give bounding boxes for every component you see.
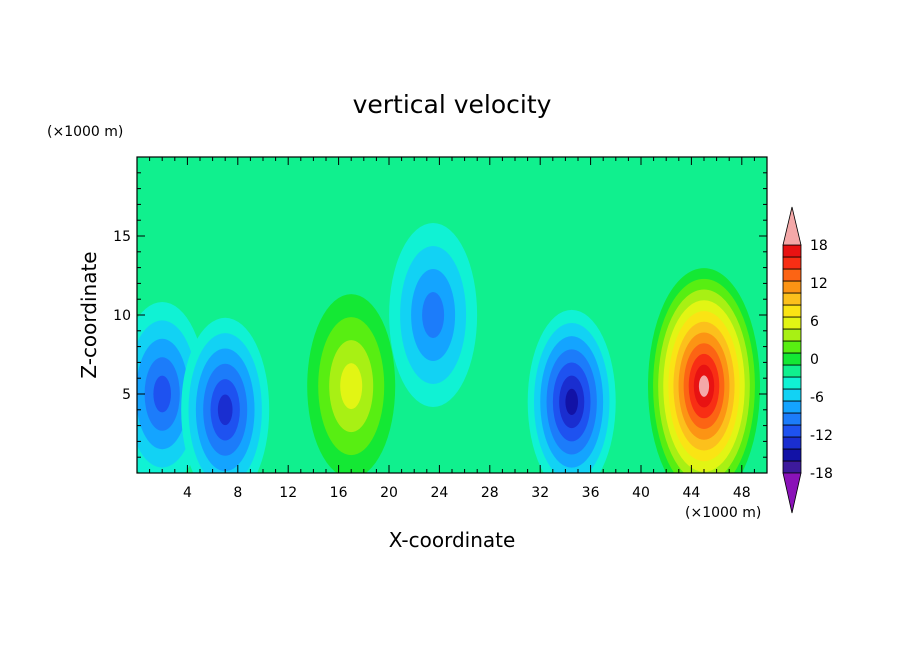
field-feature bbox=[527, 309, 616, 473]
colorbar-tick-label: 12 bbox=[810, 276, 828, 292]
velocity-field bbox=[137, 223, 760, 473]
x-tick-label: 4 bbox=[183, 485, 192, 501]
y-axis-label: Z-coordinate bbox=[77, 251, 101, 378]
colorbar-under-triangle bbox=[782, 472, 802, 514]
colorbar-tick-label: -12 bbox=[810, 428, 833, 444]
y-tick-label: 15 bbox=[113, 229, 131, 245]
colorbar-tick-label: 0 bbox=[810, 352, 819, 368]
contour-band bbox=[340, 363, 363, 410]
colorbar-box bbox=[782, 328, 802, 342]
colorbar-box bbox=[782, 352, 802, 366]
contour-band bbox=[698, 375, 710, 397]
x-tick-label: 16 bbox=[330, 485, 348, 501]
contour-band bbox=[153, 375, 171, 413]
contour-band bbox=[422, 292, 445, 338]
colorbar-box bbox=[782, 256, 802, 270]
colorbar-box bbox=[782, 364, 802, 378]
x-tick-label: 36 bbox=[582, 485, 600, 501]
colorbar-box bbox=[782, 376, 802, 390]
x-tick-label: 12 bbox=[279, 485, 297, 501]
colorbar-box bbox=[782, 448, 802, 462]
colorbar-box bbox=[782, 268, 802, 282]
colorbar-box bbox=[782, 460, 802, 474]
colorbar-box bbox=[782, 412, 802, 426]
field-feature bbox=[648, 268, 760, 473]
y-axis: 5 10 15 bbox=[113, 172, 767, 458]
colorbar-box bbox=[782, 304, 802, 318]
x-tick-label: 24 bbox=[430, 485, 448, 501]
colorbar-tick-label: 18 bbox=[810, 238, 828, 254]
colorbar-box bbox=[782, 436, 802, 450]
x-tick-label: 28 bbox=[481, 485, 499, 501]
x-axis: 4 8 12 16 20 24 28 32 36 40 44 48 bbox=[149, 157, 755, 501]
colorbar-box bbox=[782, 424, 802, 438]
field-feature bbox=[389, 223, 478, 407]
colorbar-over-triangle bbox=[782, 206, 802, 246]
colorbar-box bbox=[782, 244, 802, 258]
y-tick-label: 10 bbox=[113, 308, 131, 324]
x-unit-label: (×1000 m) bbox=[685, 505, 761, 521]
colorbar-tick-label: 6 bbox=[810, 314, 819, 330]
chart-title: vertical velocity bbox=[353, 90, 552, 119]
x-tick-label: 40 bbox=[632, 485, 650, 501]
y-unit-label: (×1000 m) bbox=[47, 124, 123, 140]
y-tick-label: 5 bbox=[122, 387, 131, 403]
colorbar-tick-label: -18 bbox=[810, 466, 833, 482]
x-axis-label: X-coordinate bbox=[389, 528, 516, 552]
field-feature bbox=[307, 294, 396, 473]
colorbar-box bbox=[782, 316, 802, 330]
x-tick-label: 20 bbox=[380, 485, 398, 501]
colorbar-box bbox=[782, 280, 802, 294]
field-feature bbox=[181, 317, 270, 473]
colorbar-box bbox=[782, 388, 802, 402]
x-tick-label: 8 bbox=[233, 485, 242, 501]
x-tick-label: 48 bbox=[733, 485, 751, 501]
x-tick-label: 32 bbox=[531, 485, 549, 501]
x-tick-label: 44 bbox=[682, 485, 700, 501]
contour-band bbox=[217, 394, 233, 426]
contour-band bbox=[565, 388, 578, 416]
colorbar: -18 -12 -6 0 6 12 18 bbox=[782, 206, 833, 514]
colorbar-box bbox=[782, 340, 802, 354]
colorbar-box bbox=[782, 292, 802, 306]
colorbar-tick-label: -6 bbox=[810, 390, 824, 406]
colorbar-box bbox=[782, 400, 802, 414]
